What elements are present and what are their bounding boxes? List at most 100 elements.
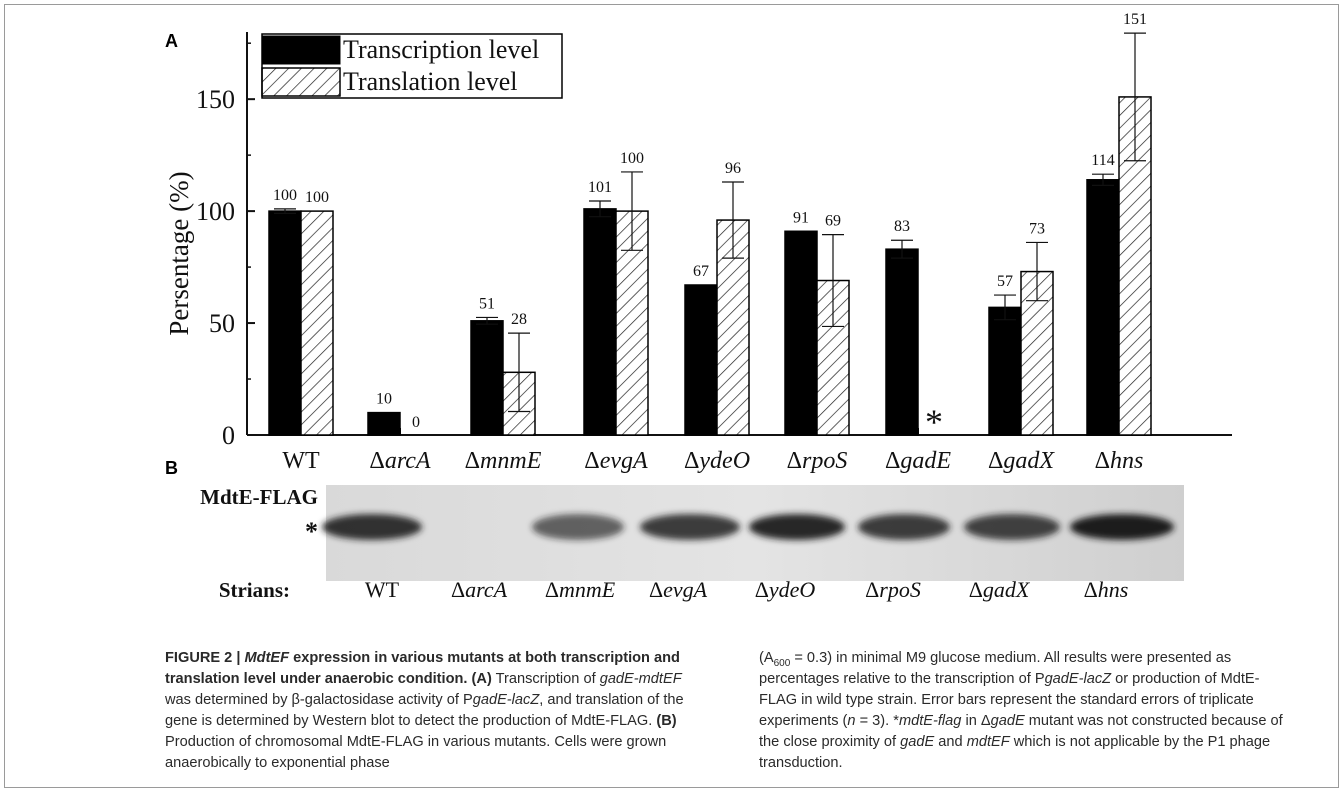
caption-segment: Transcription of: [491, 671, 600, 687]
strain-gene-name: hns: [1098, 577, 1129, 602]
caption-segment: in Δ: [961, 713, 991, 729]
caption-gene-name: gadE: [900, 734, 935, 750]
transcription-bar: [268, 210, 302, 436]
delta-symbol: Δ: [1084, 577, 1098, 602]
data-label: 0: [412, 414, 420, 431]
delta-symbol: Δ: [584, 448, 599, 474]
data-label: 114: [1091, 152, 1114, 169]
data-label: 69: [825, 213, 841, 230]
blot-strain-label: ΔarcA: [451, 577, 508, 602]
delta-symbol: Δ: [787, 448, 802, 474]
caption-segment: Production of chromosomal MdtE-FLAG in v…: [165, 734, 667, 771]
transcription-bar: [784, 230, 818, 436]
translation-bar: [300, 210, 334, 436]
x-tick-label: ΔevgA: [584, 448, 648, 474]
blot-strain-label: ΔevgA: [649, 577, 708, 602]
caption-title: expression in various mutants at both tr…: [165, 650, 680, 687]
delta-symbol: Δ: [885, 448, 900, 474]
panel-a-label: A: [165, 31, 178, 51]
x-tick-label: Δhns: [1095, 448, 1144, 474]
strain-gene-name: gadX: [983, 577, 1031, 602]
x-tick-label: ΔydeO: [684, 448, 750, 474]
legend: Transcription level Translation level: [261, 33, 563, 99]
caption-segment: which is not applicable by the P1 phage …: [759, 734, 1271, 771]
delta-symbol: Δ: [1095, 448, 1110, 474]
data-label: 91: [793, 209, 809, 226]
delta-symbol: Δ: [451, 577, 465, 602]
y-tick-label: 50: [209, 309, 235, 338]
caption-gene-name: mdtEF: [966, 734, 1010, 750]
data-label: 67: [693, 263, 709, 280]
caption-segment: or production of MdtE-FLAG in wild type …: [759, 671, 1260, 729]
caption-segment: mutant was not constructed because of th…: [759, 713, 1283, 750]
data-label: 151: [1123, 11, 1147, 28]
blot-band: [964, 514, 1060, 540]
caption-subscript: 600: [773, 657, 791, 669]
caption-segment: = 0.3) in minimal M9 glucose medium. All…: [759, 650, 1232, 687]
data-label: 83: [894, 218, 910, 235]
transcription-bar: [367, 411, 401, 436]
delta-symbol: Δ: [684, 448, 699, 474]
x-tick-label: ΔrpoS: [787, 448, 848, 474]
caption-segment: = 3). *: [855, 713, 899, 729]
panel-b-label: B: [165, 458, 178, 478]
blot-strain-label: ΔydeO: [755, 577, 816, 602]
band-marker-asterisk: *: [305, 517, 318, 546]
caption-segment: (A: [759, 650, 774, 666]
category-gene-name: mnmE: [480, 448, 542, 474]
caption-panel-b-ref: (B): [656, 713, 677, 729]
blot-band: [858, 514, 950, 540]
delta-symbol: Δ: [865, 577, 879, 602]
x-tick-label: ΔgadE: [885, 448, 951, 474]
strain-gene-name: mnmE: [559, 577, 616, 602]
data-label: 28: [511, 311, 527, 328]
caption-gene-name: mdtE-flag: [898, 713, 962, 729]
blot-band: [640, 514, 740, 540]
caption-segment: was determined by β-galactosidase activi…: [165, 692, 473, 708]
data-label: 10: [376, 391, 392, 408]
strain-gene-name: evgA: [663, 577, 708, 602]
transcription-bar: [885, 248, 919, 436]
x-tick-label: WT: [282, 448, 320, 474]
data-label: 96: [725, 160, 741, 177]
transcription-bar: [988, 306, 1022, 436]
data-label: 100: [273, 187, 297, 204]
blot-strain-label: WT: [365, 577, 400, 602]
figure-caption: FIGURE 2 | MdtEF expression in various m…: [165, 648, 1295, 774]
category-gene-name: rpoS: [802, 448, 847, 474]
blot-band: [322, 514, 422, 540]
strain-gene-name: rpoS: [879, 577, 921, 602]
caption-panel-a-ref: (A): [471, 671, 492, 687]
caption-title-gene: MdtEF: [244, 650, 290, 666]
x-tick-label: ΔgadX: [988, 448, 1055, 474]
blot-band: [532, 514, 624, 540]
transcription-bar: [684, 284, 718, 436]
data-label: 51: [479, 295, 495, 312]
legend-swatch-transcription: [261, 35, 341, 65]
caption-gene-name: gadE-lacZ: [472, 692, 540, 708]
legend-border: [261, 33, 563, 99]
band-label-mdte-flag: MdtE-FLAG: [200, 485, 318, 509]
y-tick-label: 150: [196, 85, 235, 114]
western-blot: MdtE-FLAG*Strians: WT ΔarcA ΔmnmE ΔevgA ΔydeO…: [200, 485, 1184, 602]
missing-data-asterisk: *: [925, 402, 943, 442]
y-tick-label: 0: [222, 421, 235, 450]
x-tick-label: ΔarcA: [369, 448, 431, 474]
x-tick-label: ΔmnmE: [465, 448, 542, 474]
legend-label-transcription: Transcription level: [343, 35, 539, 64]
data-label: 101: [588, 179, 612, 196]
strain-gene-name: arcA: [465, 577, 508, 602]
delta-symbol: Δ: [369, 448, 384, 474]
data-label: 100: [620, 150, 644, 167]
transcription-bar: [1086, 179, 1120, 436]
caption-gene-name: gadE: [990, 713, 1025, 729]
caption-figure-number: FIGURE 2 |: [165, 650, 245, 666]
y-tick-label: 100: [196, 197, 235, 226]
caption-right-text: (A600 = 0.3) in minimal M9 glucose mediu…: [759, 648, 1295, 774]
category-gene-name: hns: [1110, 448, 1143, 474]
blot-strain-label: Δhns: [1084, 577, 1129, 602]
delta-symbol: Δ: [545, 577, 559, 602]
category-gene-name: arcA: [385, 448, 431, 474]
